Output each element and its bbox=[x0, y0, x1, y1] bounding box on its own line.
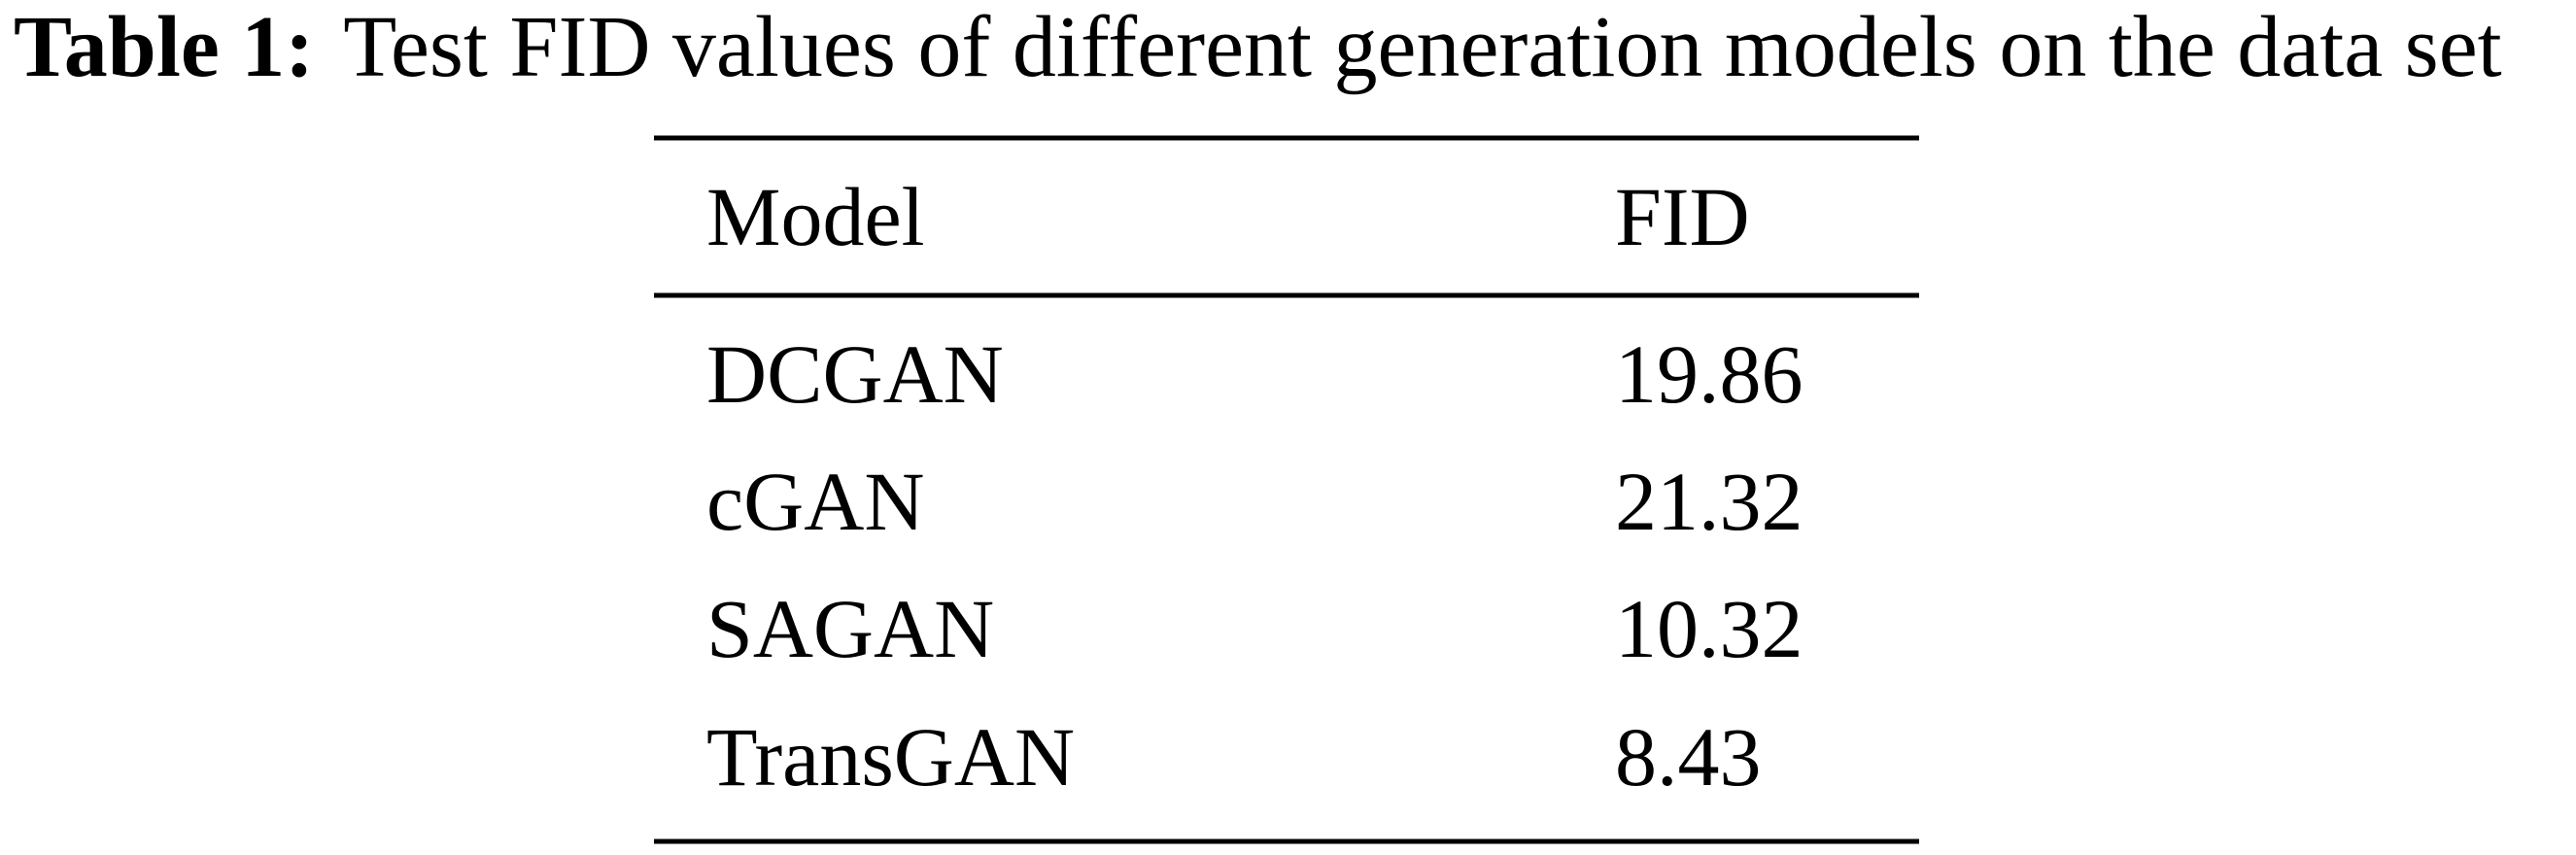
fid-cell: 10.32 bbox=[1615, 582, 1803, 675]
fid-cell: 8.43 bbox=[1615, 710, 1762, 804]
model-cell: SAGAN bbox=[706, 582, 994, 675]
fid-cell: 19.86 bbox=[1615, 327, 1803, 421]
caption-label: Table 1: bbox=[14, 0, 314, 95]
model-cell: cGAN bbox=[706, 455, 925, 548]
model-cell: DCGAN bbox=[706, 327, 1004, 421]
header-cell: FID bbox=[1615, 170, 1750, 263]
header-cell: Model bbox=[706, 170, 925, 263]
fid-cell: 21.32 bbox=[1615, 455, 1803, 548]
caption-text: Test FID values of different generation … bbox=[343, 0, 2501, 95]
caption: Table 1: Test FID values of different gen… bbox=[14, 0, 2502, 95]
table: Model FID DCGAN 19.86 cGAN 21.32 SAGAN 10.32 Tra… bbox=[706, 170, 1803, 804]
model-cell: TransGAN bbox=[706, 710, 1075, 804]
